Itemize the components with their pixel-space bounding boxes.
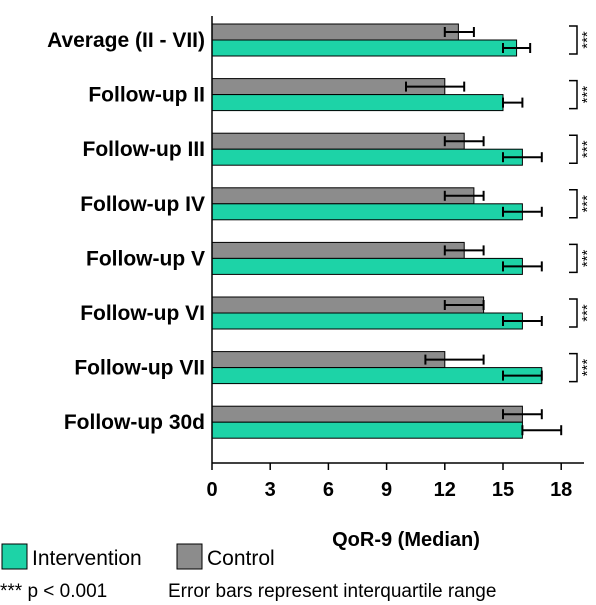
legend: Intervention Control <box>1 543 275 570</box>
significance-bracket <box>569 298 578 328</box>
legend-swatch-intervention <box>1 543 28 570</box>
significance-label: *** <box>579 195 596 213</box>
x-axis: 0 3 6 9 12 15 18 <box>206 16 584 501</box>
x-tick-label: 12 <box>434 479 456 501</box>
significance-label: *** <box>579 359 596 377</box>
intervention-bar <box>211 257 523 275</box>
category-label: Follow-up V <box>86 247 205 270</box>
category-label: Follow-up VII <box>74 357 205 380</box>
significance-bracket <box>569 243 578 274</box>
control-bar <box>211 405 523 423</box>
significance-label: *** <box>579 140 596 158</box>
significance-bracket <box>569 189 578 219</box>
significance-bracket <box>569 134 578 164</box>
category-label: Follow-up III <box>83 138 205 161</box>
significance-bracket <box>569 25 578 55</box>
legend-swatch-control <box>176 543 203 570</box>
intervention-bar <box>211 312 523 330</box>
x-tick-label: 0 <box>206 479 217 501</box>
x-tick-label: 18 <box>550 479 572 501</box>
significance-label: *** <box>579 249 596 267</box>
control-bar <box>211 241 465 259</box>
category-label: Average (II - VII) <box>47 29 205 52</box>
intervention-bar <box>211 421 523 439</box>
significance-bracket <box>569 352 578 383</box>
x-axis-title: QoR-9 (Median) <box>332 529 480 551</box>
intervention-bar <box>211 39 518 57</box>
significance-label: *** <box>579 31 596 49</box>
bars-layer <box>211 23 563 439</box>
control-bar <box>211 23 459 41</box>
intervention-bar <box>211 94 504 112</box>
category-labels: Average (II - VII) Follow-up II Follow-up … <box>47 29 205 434</box>
intervention-bar <box>211 203 523 221</box>
legend-label-control: Control <box>207 547 275 570</box>
intervention-bar <box>211 148 523 166</box>
category-label: Follow-up II <box>88 84 205 107</box>
category-label: Follow-up 30d <box>64 411 205 434</box>
control-bar <box>211 132 465 150</box>
control-bar <box>211 351 446 369</box>
significance-footnote: *** p < 0.001 <box>0 581 107 602</box>
significance-label: *** <box>579 304 596 322</box>
legend-label-intervention: Intervention <box>32 547 142 570</box>
control-bar <box>211 187 475 205</box>
significance-markers: *** *** *** *** *** *** *** <box>569 25 596 383</box>
control-bar <box>211 296 485 314</box>
x-tick-label: 6 <box>323 479 334 501</box>
x-tick-label: 3 <box>265 479 276 501</box>
significance-label: *** <box>579 86 596 104</box>
error-bar-footnote: Error bars represent interquartile range <box>168 581 496 602</box>
x-tick-label: 9 <box>381 479 392 501</box>
significance-bracket <box>569 79 578 110</box>
intervention-bar <box>211 367 543 385</box>
x-tick-label: 15 <box>492 479 514 501</box>
category-label: Follow-up IV <box>80 193 205 216</box>
category-label: Follow-up VI <box>80 302 205 325</box>
